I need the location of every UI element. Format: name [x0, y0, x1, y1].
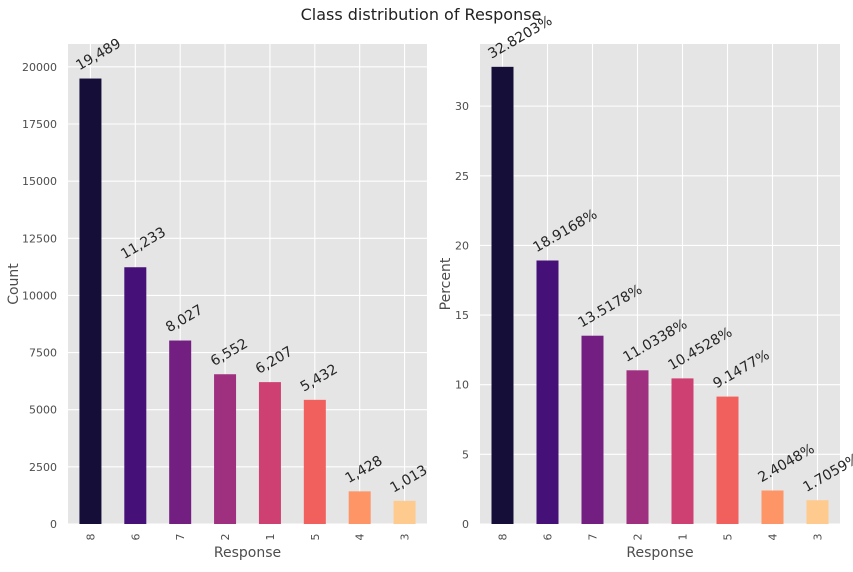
y-axis-label: Count [6, 263, 22, 305]
x-tick-label: 6 [129, 534, 142, 541]
y-tick-label: 0 [462, 518, 469, 531]
x-axis-label: Response [626, 545, 693, 561]
y-tick-label: 12500 [22, 232, 57, 245]
bar [349, 491, 371, 524]
bar [169, 341, 191, 524]
bar [582, 336, 604, 524]
x-tick-label: 7 [587, 534, 600, 541]
bar [672, 378, 694, 524]
y-tick-label: 25 [455, 170, 469, 183]
bar [79, 79, 101, 524]
percent-panel: 05101520253032.8203%818.9168%613.5178%71… [438, 13, 853, 561]
x-tick-label: 2 [632, 534, 645, 541]
y-axis-label: Percent [438, 257, 454, 310]
x-tick-label: 8 [497, 534, 510, 541]
y-tick-label: 10 [455, 379, 469, 392]
x-tick-label: 4 [767, 534, 780, 541]
x-tick-label: 3 [399, 534, 412, 541]
bar [762, 491, 784, 524]
y-tick-label: 2500 [29, 461, 57, 474]
bar [259, 382, 281, 524]
x-tick-label: 8 [84, 534, 97, 541]
y-tick-label: 10000 [22, 289, 57, 302]
bar [304, 400, 326, 524]
bar [537, 261, 559, 524]
plot-area [480, 44, 840, 524]
y-tick-label: 7500 [29, 347, 57, 360]
bar [807, 500, 829, 524]
bar [394, 501, 416, 524]
plot-area [68, 44, 427, 524]
x-axis-label: Response [214, 545, 281, 561]
x-tick-label: 6 [542, 534, 555, 541]
bar [492, 67, 514, 524]
y-tick-label: 20 [455, 239, 469, 252]
x-tick-label: 1 [677, 534, 690, 541]
x-tick-label: 5 [309, 534, 322, 541]
x-tick-label: 4 [354, 534, 367, 541]
bar [627, 370, 649, 524]
y-tick-label: 15000 [22, 175, 57, 188]
bar [214, 374, 236, 524]
x-tick-label: 2 [219, 534, 232, 541]
y-tick-label: 20000 [22, 61, 57, 74]
y-tick-label: 17500 [22, 118, 57, 131]
y-tick-label: 0 [50, 518, 57, 531]
x-tick-label: 3 [812, 534, 825, 541]
figure-title: Class distribution of Response [301, 5, 542, 24]
y-tick-label: 5000 [29, 404, 57, 417]
x-tick-label: 7 [174, 534, 187, 541]
bar [717, 397, 739, 524]
y-tick-label: 15 [455, 309, 469, 322]
y-tick-label: 30 [455, 100, 469, 113]
bar [124, 267, 146, 524]
y-tick-label: 5 [462, 448, 469, 461]
x-tick-label: 1 [264, 534, 277, 541]
x-tick-label: 5 [722, 534, 735, 541]
